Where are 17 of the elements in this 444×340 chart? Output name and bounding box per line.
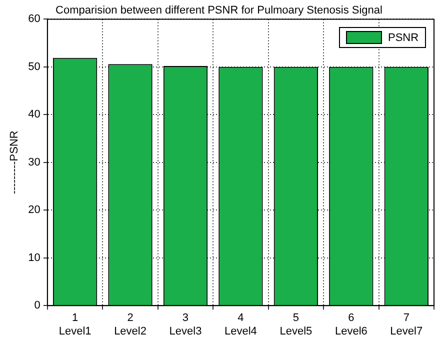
chart-title: Comparision between different PSNR for Pulmoary Stenosis Signal (56, 4, 382, 17)
y-tick-label: 0 (34, 300, 40, 312)
x-tick-label: 7 Level7 (390, 312, 423, 338)
x-tick-label: 6 Level6 (334, 312, 368, 338)
y-tick-label: 20 (28, 204, 40, 216)
y-tick-label: 40 (28, 108, 40, 121)
legend-box: PSNR (339, 27, 426, 48)
y-tick-label: 60 (28, 13, 40, 26)
x-tick-label: 2 Level2 (114, 312, 146, 338)
y-tick-label: 10 (28, 252, 40, 264)
y-tick-label: 30 (28, 156, 40, 168)
x-tick-label: 5 Level5 (280, 312, 312, 338)
x-tick-label: 4 Level4 (224, 312, 257, 338)
x-tick-label: 1 Level1 (58, 312, 92, 338)
x-tick-label: 3 Level3 (169, 312, 202, 338)
y-axis-title: ---------PSNR (8, 130, 21, 194)
y-tick-label: 50 (28, 60, 40, 73)
